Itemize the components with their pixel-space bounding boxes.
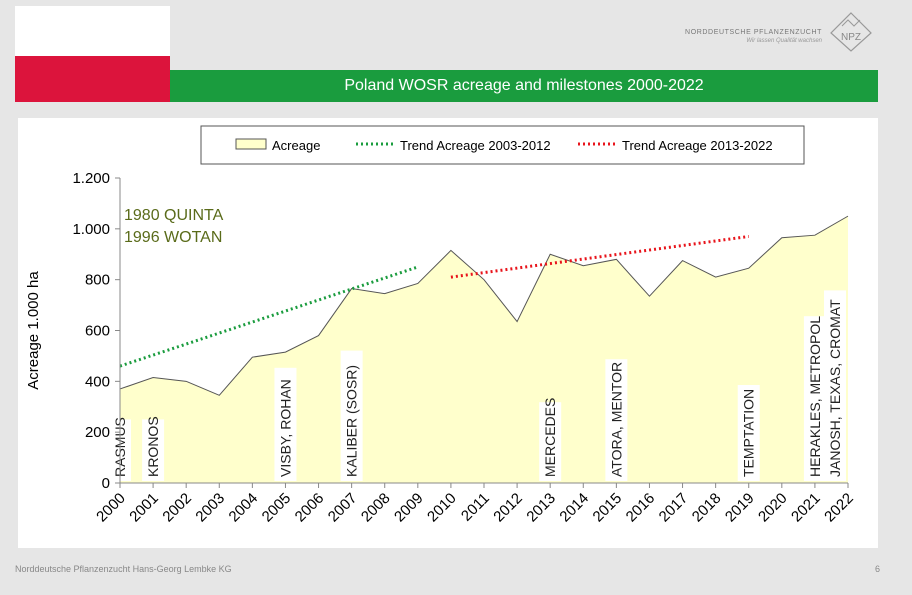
x-tick-label: 2012 (490, 490, 526, 526)
npz-logo: NORDDEUTSCHE PFLANZENZUCHT Wir lassen Qu… (680, 12, 880, 52)
legend-label-acreage: Acreage (272, 138, 320, 153)
x-tick-label: 2006 (292, 490, 328, 526)
milestone-label: HERAKLES, METROPOL (807, 316, 823, 477)
milestone-box (803, 316, 826, 481)
x-tick-label: 2003 (192, 490, 228, 526)
history-note: 1980 QUINTA (124, 207, 224, 224)
milestone-label: KRONOS (145, 416, 161, 477)
acreage-line (119, 215, 849, 396)
x-tick-label: 2020 (755, 490, 791, 526)
y-tick-label: 800 (85, 272, 110, 289)
chart-container: RASMUS KRONOS VISBY, ROHAN KALIBER (SOSR) ME… (18, 118, 878, 548)
milestone-box (142, 419, 165, 481)
milestone-label: JANOSH, TEXAS, CROMAT (827, 299, 843, 477)
y-tick-label: 400 (85, 373, 110, 390)
x-tick-label: 2014 (556, 490, 592, 526)
poland-flag-red-stripe (15, 56, 170, 102)
legend-label-trend: Trend Acreage 2013-2022 (622, 138, 773, 153)
milestone-box (274, 367, 297, 481)
y-tick-label: 1.000 (72, 221, 110, 238)
y-tick-label: 200 (85, 424, 110, 441)
x-tick-label: 2002 (159, 490, 195, 526)
x-tick-label: 2019 (722, 490, 758, 526)
trend-line-2003-2012 (119, 265, 419, 368)
x-tick-label: 2004 (226, 490, 262, 526)
milestone-box (605, 359, 628, 481)
y-tick-label: 0 (102, 475, 110, 492)
x-tick-label: 2010 (424, 490, 460, 526)
x-tick-label: 2008 (358, 490, 394, 526)
milestone-box (539, 402, 562, 481)
y-tick-label: 600 (85, 323, 110, 340)
milestone-box (737, 385, 760, 481)
footer-company: Norddeutsche Pflanzenzucht Hans-Georg Le… (15, 564, 232, 574)
page-number: 6 (874, 564, 880, 574)
history-note: 1996 WOTAN (124, 229, 222, 246)
x-tick-label: 2001 (126, 490, 162, 526)
acreage-area (120, 216, 848, 483)
x-tick-label: 2016 (623, 490, 659, 526)
y-axis-title: Acreage 1.000 ha (25, 271, 42, 390)
milestone-box (340, 350, 363, 481)
logo-company-name: NORDDEUTSCHE PFLANZENZUCHT (685, 29, 822, 36)
milestone-label: ATORA, MENTOR (608, 362, 624, 477)
milestone-label: VISBY, ROHAN (277, 379, 293, 477)
milestone-label: TEMPTATION (741, 389, 757, 477)
x-tick-label: 2017 (656, 490, 692, 526)
milestone-box (824, 290, 846, 481)
x-tick-label: 2018 (689, 490, 725, 526)
x-tick-label: 2015 (590, 490, 626, 526)
slide-title: Poland WOSR acreage and milestones 2000-… (170, 70, 878, 102)
y-tick-label: 1.200 (72, 170, 110, 187)
acreage-chart: RASMUS KRONOS VISBY, ROHAN KALIBER (SOSR) ME… (25, 125, 857, 526)
x-tick-label: 2011 (458, 490, 493, 525)
x-tick-label: 2022 (821, 490, 857, 526)
milestone-label: KALIBER (SOSR) (344, 365, 360, 477)
milestone-label: MERCEDES (542, 398, 558, 477)
npz-logo-icon: NPZ (830, 12, 872, 52)
x-tick-label: 2000 (93, 490, 129, 526)
poland-flag-white-stripe (15, 6, 170, 56)
x-tick-label: 2013 (523, 490, 559, 526)
trend-line-2013-2022 (450, 234, 749, 279)
x-tick-label: 2005 (259, 490, 295, 526)
x-tick-label: 2021 (788, 490, 824, 526)
logo-mark-text: NPZ (841, 32, 861, 43)
x-tick-label: 2007 (325, 490, 361, 526)
x-tick-label: 2009 (391, 490, 427, 526)
legend-box (200, 125, 805, 165)
logo-tagline: Wir lassen Qualität wachsen (746, 38, 822, 44)
legend-swatch-acreage (235, 138, 267, 150)
legend-label-trend: Trend Acreage 2003-2012 (400, 138, 551, 153)
